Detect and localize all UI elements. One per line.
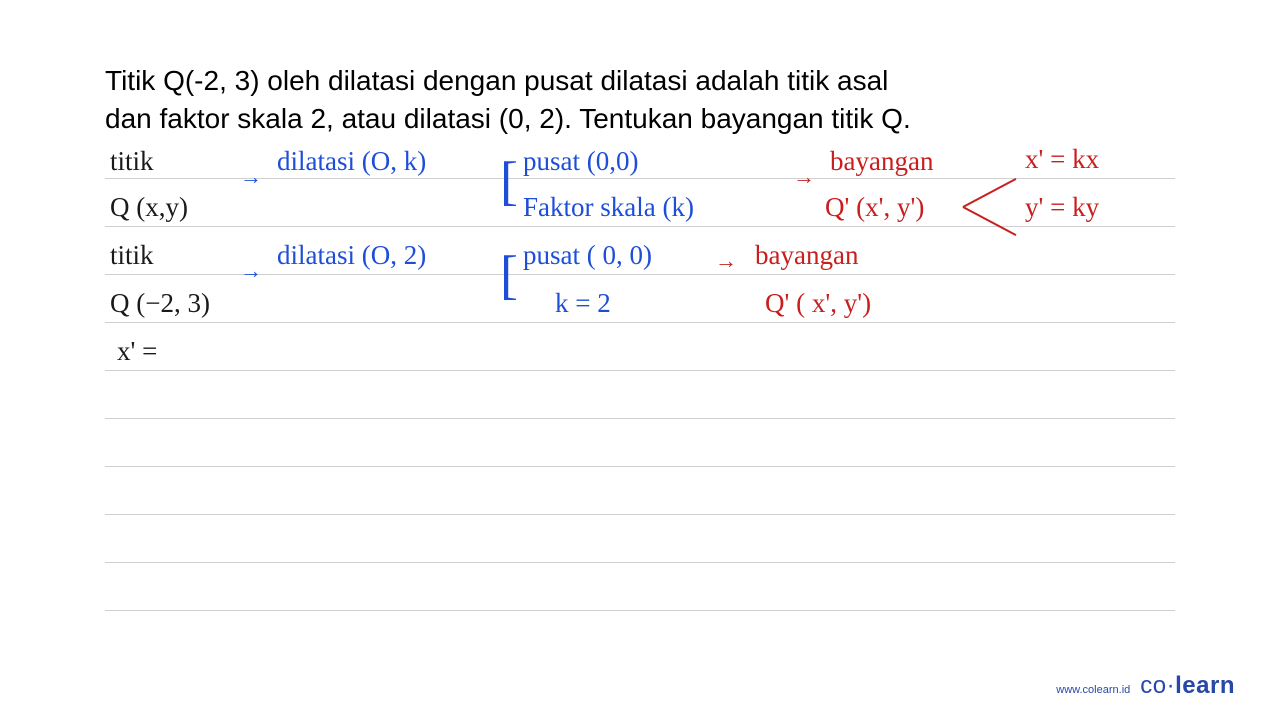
arrow-icon: → [715, 248, 737, 274]
ruled-line [105, 562, 1175, 563]
logo-suffix: learn [1175, 672, 1235, 699]
arrow-icon: → [240, 258, 262, 284]
bracket-icon: [ [500, 168, 518, 195]
hw-xprime-eq: x' = [117, 336, 157, 367]
footer-url: www.colearn.id [1056, 684, 1130, 696]
question-line1: Titik Q(-2, 3) oleh dilatasi dengan pusa… [105, 65, 888, 96]
ruled-line [105, 418, 1175, 419]
hw-qprime2: Q' ( x', y') [765, 288, 871, 319]
hw-dilatasi: dilatasi (O, k) [277, 146, 426, 177]
question-line2: dan faktor skala 2, atau dilatasi (0, 2)… [105, 103, 911, 134]
hw-xprime-kx: x' = kx [1025, 144, 1099, 175]
hw-pusat: pusat (0,0) [523, 146, 638, 177]
hw-k2: k = 2 [555, 288, 611, 319]
ruled-line [105, 514, 1175, 515]
ruled-line [105, 370, 1175, 371]
hw-bayangan: bayangan [830, 146, 933, 177]
connector-line [963, 206, 1017, 236]
worksheet-area: titik Q (x,y) → dilatasi (O, k) [ pusat … [105, 174, 1175, 594]
hw-qval: Q (−2, 3) [110, 288, 210, 319]
hw-faktor: Faktor skala (k) [523, 192, 694, 223]
ruled-line [105, 226, 1175, 227]
footer-logo: co·learn [1140, 672, 1235, 700]
hw-qxy: Q (x,y) [110, 192, 188, 223]
footer: www.colearn.id co·learn [1056, 672, 1235, 700]
question-text: Titik Q(-2, 3) oleh dilatasi dengan pusa… [105, 62, 1175, 138]
connector-line [963, 178, 1017, 208]
logo-dot: · [1167, 672, 1176, 699]
hw-titik: titik [110, 146, 154, 177]
bracket-icon: [ [500, 262, 518, 289]
arrow-icon: → [793, 164, 815, 190]
hw-pusat2: pusat ( 0, 0) [523, 240, 652, 271]
logo-prefix: co [1140, 672, 1166, 699]
hw-bayangan2: bayangan [755, 240, 858, 271]
hw-titik2: titik [110, 240, 154, 271]
ruled-line [105, 274, 1175, 275]
hw-qprime: Q' (x', y') [825, 192, 924, 223]
ruled-line [105, 466, 1175, 467]
hw-yprime-ky: y' = ky [1025, 192, 1099, 223]
arrow-icon: → [240, 164, 262, 190]
hw-dilatasi2: dilatasi (O, 2) [277, 240, 426, 271]
ruled-line [105, 322, 1175, 323]
ruled-line [105, 610, 1175, 611]
